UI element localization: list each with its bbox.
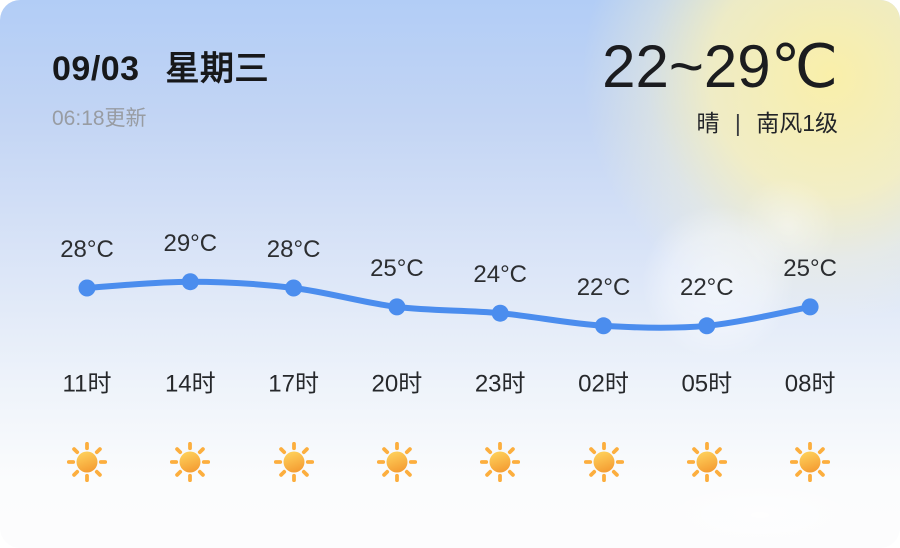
date-line: 09/03 星期三 — [52, 48, 269, 90]
chart-point — [78, 279, 96, 297]
separator-bar: | — [734, 110, 741, 136]
chart-point — [698, 317, 716, 335]
bokeh-cloud-decoration — [650, 480, 870, 548]
wind-text: 南风1级 — [756, 110, 838, 136]
chart-point — [595, 317, 612, 335]
chart-point — [181, 273, 199, 291]
condition-text: 晴 — [696, 110, 720, 136]
bokeh-circle-decoration — [738, 176, 838, 276]
chart-point — [285, 279, 303, 297]
header: 09/03 星期三 06:18更新 22~29℃ 晴 | 南风1级 — [0, 0, 900, 138]
chart-point — [388, 298, 406, 316]
condition-line: 晴 | 南风1级 — [602, 108, 838, 138]
bokeh-circle-decoration — [643, 207, 793, 357]
chart-point — [801, 298, 819, 316]
temperature-line — [84, 278, 814, 331]
date-text: 09/03 — [52, 50, 140, 88]
header-left: 09/03 星期三 06:18更新 — [52, 48, 269, 132]
header-right: 22~29℃ 晴 | 南风1级 — [602, 34, 838, 138]
weekday-text: 星期三 — [165, 50, 270, 88]
update-time-text: 06:18更新 — [52, 107, 147, 130]
chart-point — [491, 304, 509, 322]
temperature-range-text: 22~29℃ — [602, 33, 838, 100]
